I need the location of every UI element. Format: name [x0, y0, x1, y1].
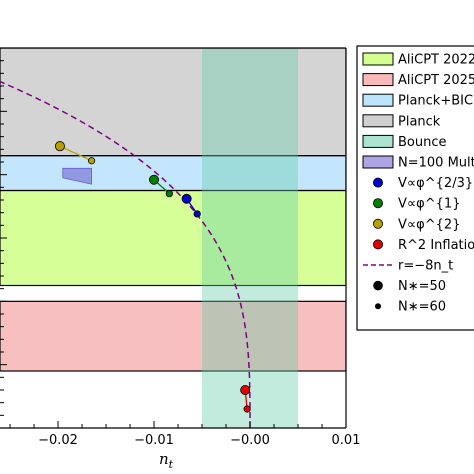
legend-item-9: R^2 Inflation — [372, 238, 474, 253]
legend-item-10: r=−8n_t — [363, 259, 453, 274]
series-3-point-n50 — [240, 384, 251, 395]
series-1-point-n60 — [165, 190, 173, 198]
legend-label: r=−8n_t — [398, 259, 453, 274]
legend-marker — [372, 198, 383, 209]
legend-swatch — [362, 155, 394, 169]
series-2-point-n50 — [54, 141, 65, 152]
legend-size-large — [373, 280, 383, 291]
region-alicpt-2025 — [0, 300, 346, 372]
legend-label: N=100 Multi-field — [398, 156, 474, 171]
plot-area — [0, 48, 346, 428]
legend-label: V∝φ^{2} — [398, 217, 460, 232]
legend-item-8: V∝φ^{2} — [372, 217, 460, 232]
legend-item-4: Bounce — [362, 134, 447, 150]
legend-label: Planck — [398, 114, 441, 129]
legend-label: AliCPT 2025 — [398, 73, 474, 88]
legend-item-6: V∝φ^{2/3} — [372, 176, 473, 191]
legend-label: Planck+BICEP — [398, 94, 474, 109]
legend: AliCPT 2022 AliCPT 2025 Planck+BICEP Planck… — [356, 45, 474, 331]
region-n-100-multi-field — [62, 167, 92, 185]
legend-label: N∗=60 — [398, 300, 446, 315]
series-2-point-n60 — [88, 157, 96, 165]
x-axis-label: nt — [159, 450, 174, 471]
legend-size-small — [375, 303, 381, 310]
series-0-point-n50 — [181, 193, 192, 204]
legend-item-2: Planck+BICEP — [362, 93, 474, 109]
legend-item-3: Planck — [362, 114, 441, 129]
legend-swatch — [362, 114, 394, 128]
legend-swatch — [362, 134, 394, 148]
legend-label: R^2 Inflation — [398, 238, 474, 253]
series-link-2 — [59, 145, 92, 162]
legend-swatch — [362, 93, 394, 107]
legend-item-1: AliCPT 2025 — [362, 73, 474, 88]
x-tick-label: −0.01 — [134, 433, 174, 448]
series-3-point-n60 — [243, 405, 251, 413]
x-tick-label: 0.01 — [332, 433, 361, 448]
legend-label: V∝φ^{2/3} — [398, 176, 473, 191]
legend-swatch — [362, 73, 394, 87]
region-bounce — [202, 48, 298, 428]
region-planck — [0, 48, 346, 157]
legend-item-5: N=100 Multi-field — [362, 155, 474, 171]
legend-label: AliCPT 2022 — [398, 53, 474, 68]
legend-label: Bounce — [398, 135, 447, 150]
legend-item-11: N∗=50 — [373, 279, 446, 294]
legend-marker — [372, 177, 383, 188]
curve-r-8nt — [0, 80, 251, 428]
series-0-point-n60 — [193, 210, 201, 218]
legend-swatch — [362, 52, 394, 66]
region-alicpt-2022 — [0, 189, 346, 287]
x-tick-label: −0.02 — [38, 433, 78, 448]
series-1-point-n50 — [148, 174, 159, 185]
x-tick-label: −0.00 — [230, 433, 270, 448]
legend-label: N∗=50 — [398, 279, 446, 294]
legend-marker — [372, 239, 383, 250]
legend-item-7: V∝φ^{1} — [372, 197, 460, 212]
legend-item-0: AliCPT 2022 — [362, 52, 474, 68]
region-planck-bicep — [0, 155, 346, 192]
legend-marker — [372, 218, 383, 229]
legend-label: V∝φ^{1} — [398, 197, 460, 212]
legend-item-12: N∗=60 — [375, 300, 446, 315]
